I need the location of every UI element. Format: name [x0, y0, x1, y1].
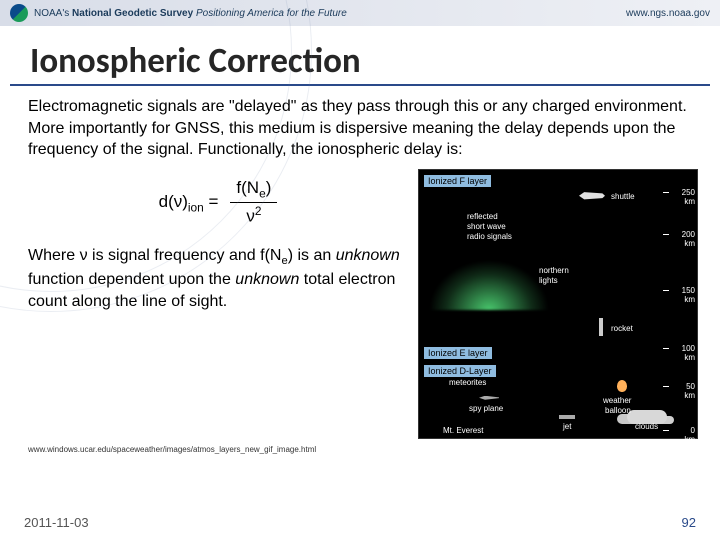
altitude-tick [663, 430, 669, 431]
label-shortwave: short wave [467, 222, 506, 231]
label-weather: weather [603, 396, 631, 405]
formula-numerator: f(Ne) [230, 179, 277, 203]
altitude-label: 250km [682, 188, 695, 206]
label-everest: Mt. Everest [443, 426, 483, 435]
balloon-icon [617, 380, 627, 392]
formula-denominator: ν2 [246, 203, 261, 226]
altitude-tick [663, 234, 669, 235]
formula-fraction: f(Ne) ν2 [230, 179, 277, 227]
image-citation: www.windows.ucar.edu/spaceweather/images… [0, 439, 720, 454]
altitude-tick [663, 192, 669, 193]
altitude-label: 150km [682, 286, 695, 304]
altitude-tick [663, 348, 669, 349]
header-brand: NOAA's National Geodetic Survey Position… [34, 8, 347, 19]
footer-date: 2011-11-03 [24, 515, 89, 530]
label-meteorites: meteorites [449, 378, 486, 387]
label-shuttle: shuttle [611, 192, 635, 201]
delay-formula: d(ν)ion = f(Ne) ν2 [28, 169, 408, 245]
altitude-label: 0km [684, 426, 695, 444]
label-radio: radio signals [467, 232, 512, 241]
header-bar: NOAA's National Geodetic Survey Position… [0, 0, 720, 26]
label-clouds: clouds [635, 422, 658, 431]
layer-tag: Ionized E layer [423, 346, 493, 360]
header-left: NOAA's National Geodetic Survey Position… [10, 4, 347, 22]
spy-plane-icon [479, 396, 499, 400]
label-jet: jet [563, 422, 571, 431]
content-row: d(ν)ion = f(Ne) ν2 Where ν is signal fre… [0, 169, 720, 439]
label-lights: lights [539, 276, 558, 285]
label-rocket: rocket [611, 324, 633, 333]
footer-page-number: 92 [682, 515, 696, 530]
shuttle-icon [579, 190, 605, 202]
intro-paragraph: Electromagnetic signals are "delayed" as… [0, 92, 720, 169]
altitude-label: 200km [682, 230, 695, 248]
noaa-logo-icon [10, 4, 28, 22]
altitude-label: 50km [684, 382, 695, 400]
layer-tag: Ionized F layer [423, 174, 492, 188]
altitude-tick [663, 386, 669, 387]
jet-icon [559, 415, 575, 419]
label-balloon: balloon [605, 406, 631, 415]
rocket-icon [599, 318, 603, 336]
atmosphere-diagram: shuttle reflected short wave radio signa… [418, 169, 698, 439]
altitude-label: 100km [682, 344, 695, 362]
header-url: www.ngs.noaa.gov [626, 8, 710, 19]
altitude-tick [663, 290, 669, 291]
left-column: d(ν)ion = f(Ne) ν2 Where ν is signal fre… [28, 169, 408, 439]
aurora-icon [429, 260, 549, 310]
label-northern: northern [539, 266, 569, 275]
label-spyplane: spy plane [469, 404, 503, 413]
explain-paragraph: Where ν is signal frequency and f(Ne) is… [28, 245, 408, 312]
layer-tag: Ionized D-Layer [423, 364, 497, 378]
footer: 2011-11-03 92 [0, 515, 720, 530]
label-reflected: reflected [467, 212, 498, 221]
formula-lhs: d(ν)ion = [159, 192, 219, 214]
slide-title: Ionospheric Correction [10, 26, 710, 86]
